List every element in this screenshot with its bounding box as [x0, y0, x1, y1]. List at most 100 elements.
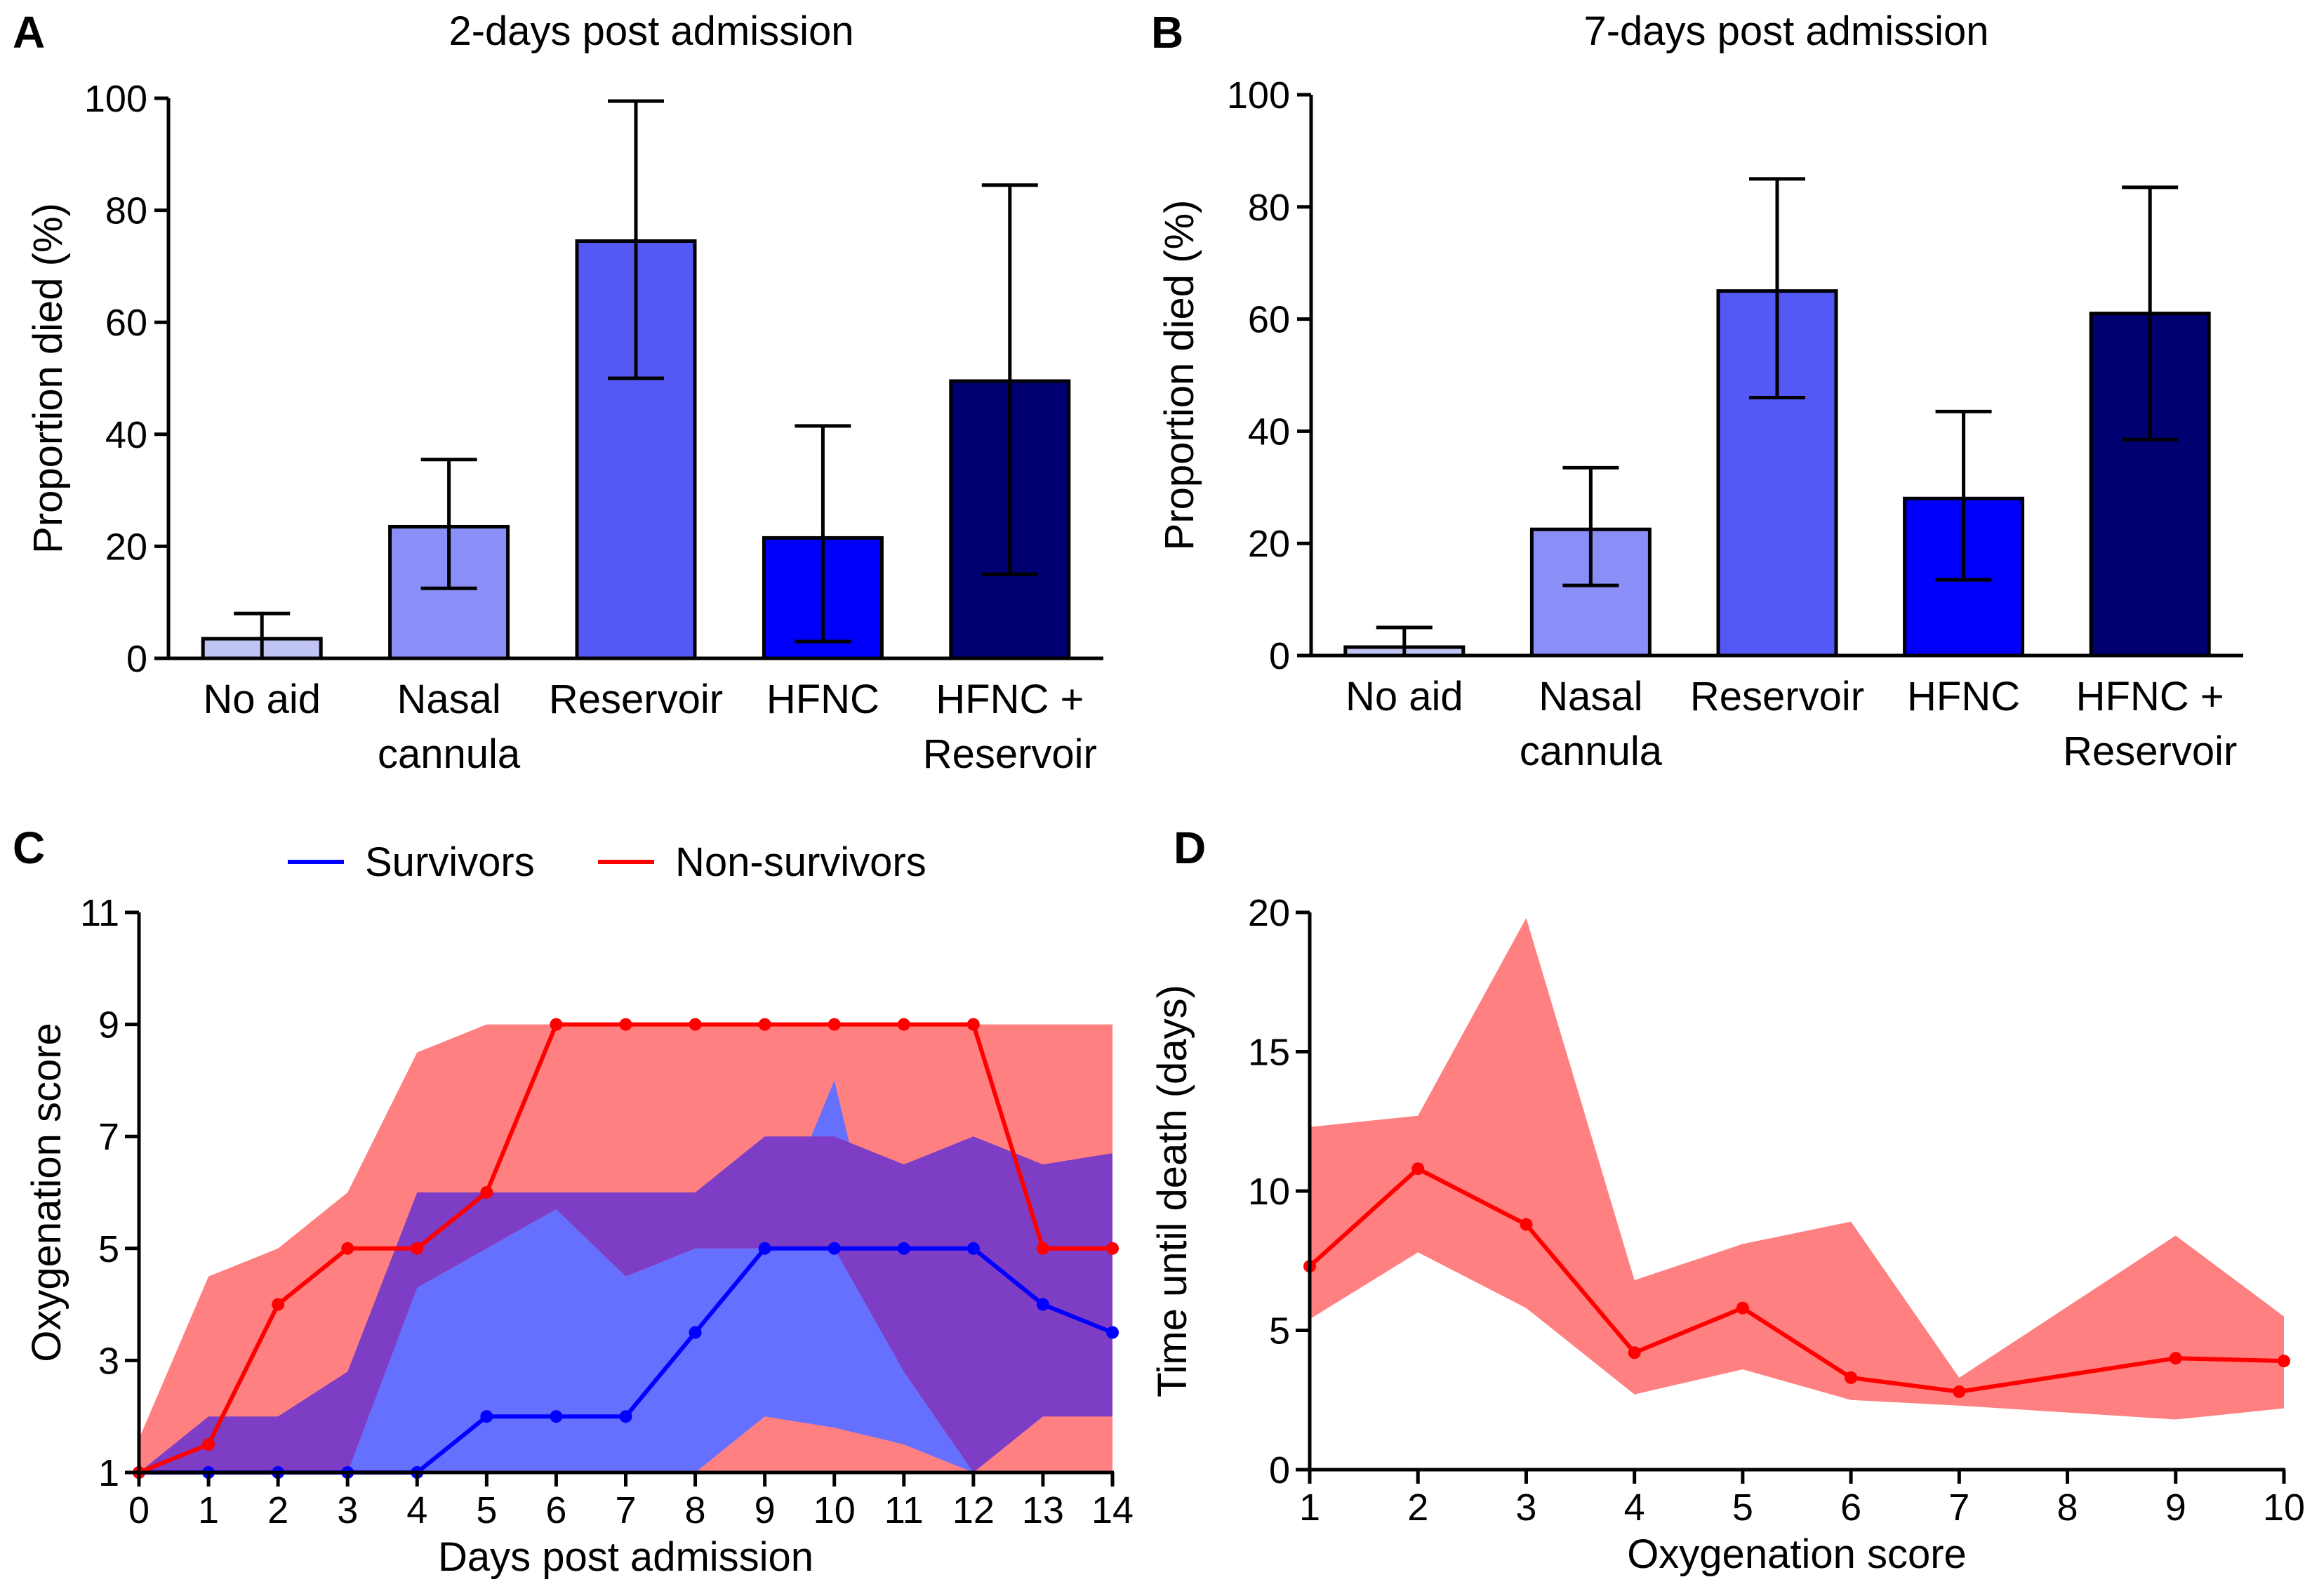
x-tick-label: 7	[615, 1489, 636, 1531]
survivors-point	[480, 1410, 493, 1423]
panel-letter-a: A	[13, 7, 45, 58]
bar-chart-2-days: 2-days post admission Proportion died (%)…	[25, 8, 1103, 777]
y-axis-label: Proportion died (%)	[1157, 200, 1202, 551]
survivors-point	[758, 1242, 771, 1255]
non-survivors-point	[1106, 1242, 1119, 1255]
time-until-death-point	[1520, 1218, 1533, 1231]
category-label: Nasal	[1539, 674, 1642, 719]
survivors-point	[897, 1242, 910, 1255]
time-until-death-point	[1845, 1371, 1858, 1384]
x-tick-label: 14	[1091, 1489, 1134, 1531]
y-tick-label: 60	[1248, 299, 1290, 341]
x-tick-label: 3	[337, 1489, 358, 1531]
x-tick-label: 6	[545, 1489, 566, 1531]
time-until-death-point	[2169, 1352, 2182, 1365]
y-tick-label: 7	[98, 1116, 119, 1158]
non-survivors-point	[897, 1018, 910, 1031]
y-axis-label: Time until death (days)	[1150, 985, 1195, 1397]
category-label: Reservoir	[923, 731, 1097, 777]
x-tick-label: 0	[128, 1489, 150, 1531]
panel-letter-c: C	[13, 823, 45, 873]
category-label: cannula	[1520, 729, 1663, 774]
x-tick-label: 9	[755, 1489, 776, 1531]
category-label: HFNC	[766, 677, 879, 722]
survivors-point	[1036, 1298, 1049, 1311]
x-tick-label: 3	[1515, 1487, 1536, 1529]
y-axis-label: Proportion died (%)	[25, 203, 71, 554]
y-tick-label: 11	[80, 892, 119, 934]
y-tick-label: 80	[1248, 187, 1290, 229]
x-tick-label: 1	[198, 1489, 219, 1531]
non-survivors-point	[202, 1438, 215, 1451]
category-label: HFNC +	[2076, 674, 2224, 719]
y-tick-label: 20	[1248, 892, 1290, 934]
x-tick-label: 2	[267, 1489, 288, 1531]
category-label: HFNC	[1907, 674, 2020, 719]
y-tick-label: 100	[1227, 74, 1290, 117]
x-tick-label: 11	[884, 1489, 924, 1531]
non-survivors-point	[480, 1186, 493, 1199]
category-label: HFNC +	[936, 677, 1084, 722]
y-tick-label: 10	[1248, 1171, 1290, 1213]
category-label: No aid	[1346, 674, 1463, 719]
survivors-point	[828, 1242, 841, 1255]
y-axis-label: Oxygenation score	[24, 1023, 69, 1362]
time-until-death-point	[1411, 1162, 1425, 1176]
chart-title: 2-days post admission	[449, 8, 853, 54]
chart-title: 7-days post admission	[1583, 8, 1988, 54]
x-axis-label: Oxygenation score	[1627, 1531, 1967, 1577]
y-tick-label: 5	[98, 1228, 119, 1270]
y-tick-label: 60	[105, 302, 147, 344]
time-until-death-point	[1628, 1346, 1641, 1359]
non-survivors-point	[411, 1242, 424, 1255]
y-tick-label: 5	[1269, 1310, 1290, 1352]
y-tick-label: 100	[84, 78, 147, 120]
y-tick-label: 0	[126, 638, 147, 680]
x-tick-label: 7	[1948, 1487, 1969, 1529]
survivors-point	[619, 1410, 632, 1423]
x-tick-label: 4	[406, 1489, 427, 1531]
non-survivors-point	[689, 1018, 702, 1031]
y-tick-label: 0	[1269, 635, 1290, 677]
category-label: Reservoir	[549, 677, 723, 722]
legend-survivors-label: Survivors	[365, 839, 535, 885]
x-tick-label: 4	[1624, 1487, 1645, 1529]
y-tick-label: 0	[1269, 1449, 1290, 1491]
category-label: Reservoir	[1690, 674, 1864, 719]
category-label: Nasal	[397, 677, 500, 722]
x-tick-label: 5	[476, 1489, 497, 1531]
x-tick-label: 9	[2165, 1487, 2186, 1529]
y-tick-label: 40	[105, 414, 147, 456]
time-until-death-point	[1736, 1301, 1749, 1315]
overlap-band	[139, 1136, 1112, 1472]
survivors-point	[966, 1242, 980, 1255]
x-tick-label: 12	[952, 1489, 995, 1531]
x-tick-label: 10	[2263, 1487, 2305, 1529]
y-tick-label: 80	[105, 190, 147, 232]
y-tick-label: 15	[1248, 1032, 1290, 1074]
legend-non-survivors-label: Non-survivors	[675, 839, 926, 885]
line-chart-time-until-death: 0 5 10 15 20 1 2 3 4 5 6 7 8 9 10 Oxygenation score Time…	[1150, 892, 2305, 1577]
x-axis-label: Days post admission	[438, 1534, 813, 1580]
category-label: cannula	[378, 731, 521, 777]
y-tick-label: 3	[98, 1340, 119, 1382]
y-tick-label: 40	[1248, 411, 1290, 453]
non-survivors-point	[828, 1018, 841, 1031]
panel-letter-d: D	[1174, 823, 1206, 873]
bar-chart-7-days: 7-days post admission Proportion died (%)…	[1157, 8, 2243, 774]
non-survivors-point	[1036, 1242, 1049, 1255]
x-tick-label: 6	[1840, 1487, 1861, 1529]
category-label: Reservoir	[2063, 729, 2237, 774]
survivors-point	[550, 1410, 563, 1423]
non-survivors-point	[550, 1018, 563, 1031]
survivors-point	[1106, 1326, 1119, 1339]
x-tick-label: 8	[685, 1489, 706, 1531]
non-survivors-point	[619, 1018, 632, 1031]
category-label: No aid	[203, 677, 321, 722]
x-tick-label: 1	[1299, 1487, 1320, 1529]
time-until-death-point	[2278, 1355, 2290, 1368]
x-tick-label: 8	[2057, 1487, 2078, 1529]
time-until-death-point	[1953, 1385, 1966, 1398]
